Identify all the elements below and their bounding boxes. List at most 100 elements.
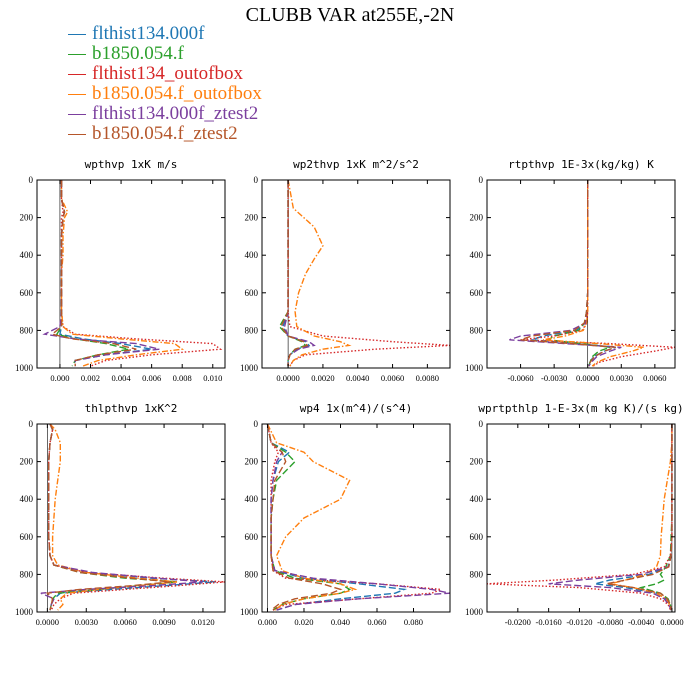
series-line [287, 180, 352, 367]
series-line [638, 424, 673, 611]
y-tick-label: 400 [245, 494, 259, 504]
series-line [266, 424, 408, 611]
x-tick-label: 0.0000 [660, 617, 683, 627]
y-tick-label: 600 [470, 288, 484, 298]
x-tick-label: 0.004 [112, 373, 132, 383]
plot-frame [486, 179, 676, 369]
x-tick-label: -0.0030 [541, 373, 567, 383]
x-tick-label: 0.0000 [276, 373, 299, 383]
chart-panel: wprtpthlp 1-E-3x(m kg K)/(s kg) 0 200 400 60… [465, 402, 684, 627]
legend-swatch [68, 133, 86, 135]
y-tick-label: 200 [20, 213, 34, 223]
y-tick-label: 200 [20, 457, 34, 467]
series-line [48, 424, 178, 611]
y-tick-label: 400 [470, 494, 484, 504]
series-line [48, 424, 225, 611]
x-tick-label: 0.040 [331, 617, 350, 627]
series-line [606, 424, 673, 611]
legend-swatch [68, 113, 86, 115]
y-tick-label: 0 [479, 175, 484, 185]
series-line [531, 180, 616, 367]
legend-entry: flthist134.000f [68, 24, 262, 44]
y-tick-label: 1000 [15, 363, 34, 373]
x-tick-label: 0.0060 [113, 617, 136, 627]
legend-entry: b1850.054.f [68, 44, 262, 64]
series-line [610, 424, 673, 611]
series-line [548, 424, 673, 611]
x-tick-label: -0.0160 [536, 617, 562, 627]
x-tick-label: 0.000 [258, 617, 277, 627]
y-tick-label: 600 [20, 288, 34, 298]
y-tick-label: 400 [245, 250, 259, 260]
legend-label: flthist134_outofbox [92, 63, 243, 84]
x-tick-label: 0.0030 [610, 373, 633, 383]
series-line [280, 180, 309, 367]
legend-label: b1850.054.f_outofbox [92, 83, 262, 104]
legend-label: flthist134.000f_ztest2 [92, 103, 259, 124]
legend-entry: flthist134.000f_ztest2 [68, 104, 262, 124]
x-tick-label: 0.0020 [311, 373, 334, 383]
y-tick-label: 600 [245, 288, 259, 298]
legend-swatch [68, 73, 86, 75]
y-tick-label: 200 [470, 213, 484, 223]
x-tick-label: -0.0060 [507, 373, 533, 383]
plot-frame [36, 179, 226, 369]
series-line [520, 180, 616, 367]
x-tick-label: 0.0120 [191, 617, 214, 627]
series-line [487, 424, 673, 611]
y-tick-label: 1000 [465, 363, 484, 373]
series-line [266, 424, 358, 611]
y-tick-label: 800 [470, 325, 484, 335]
series-line [266, 424, 352, 611]
legend-entry: b1850.054.f_ztest2 [68, 124, 262, 144]
series-line [60, 180, 223, 367]
x-tick-label: 0.0090 [152, 617, 175, 627]
plot-frame [261, 423, 451, 613]
y-tick-label: 200 [470, 457, 484, 467]
x-tick-label: 0.0040 [346, 373, 369, 383]
panel-title: wp2thvp 1xK m^2/s^2 [293, 158, 419, 171]
y-tick-label: 800 [470, 569, 484, 579]
series-line [60, 180, 185, 367]
y-tick-label: 800 [20, 325, 34, 335]
x-tick-label: 0.010 [203, 373, 222, 383]
x-tick-label: 0.0000 [576, 373, 599, 383]
x-tick-label: -0.0120 [566, 617, 592, 627]
panel-title: wpthvp 1xK m/s [85, 158, 178, 171]
x-tick-label: 0.0080 [416, 373, 439, 383]
series-line [287, 180, 450, 367]
x-tick-label: 0.000 [50, 373, 69, 383]
x-tick-label: 0.0060 [643, 373, 666, 383]
y-tick-label: 400 [20, 250, 34, 260]
x-tick-label: 0.002 [81, 373, 100, 383]
x-tick-label: 0.006 [142, 373, 161, 383]
y-tick-label: 200 [245, 213, 259, 223]
y-tick-label: 1000 [240, 363, 259, 373]
x-tick-label: 0.008 [173, 373, 192, 383]
chart-panel: wp2thvp 1xK m^2/s^2 0 200 400 600 800 1000 0.00… [240, 158, 451, 383]
series-line [509, 180, 622, 367]
series-line [546, 180, 611, 367]
series-line [266, 424, 343, 611]
y-tick-label: 800 [20, 569, 34, 579]
series-line [520, 180, 675, 367]
y-tick-label: 600 [20, 532, 34, 542]
series-line [50, 180, 137, 367]
y-tick-label: 400 [20, 494, 34, 504]
series-line [45, 424, 171, 611]
y-tick-label: 800 [245, 325, 259, 335]
x-tick-label: 0.0060 [381, 373, 404, 383]
x-tick-label: 0.080 [404, 617, 423, 627]
legend: flthist134.000f b1850.054.f flthist134_o… [68, 24, 262, 144]
y-tick-label: 0 [29, 419, 34, 429]
x-tick-label: 0.0030 [75, 617, 98, 627]
x-tick-label: 0.020 [294, 617, 313, 627]
x-tick-label: -0.0040 [628, 617, 654, 627]
y-tick-label: 400 [470, 250, 484, 260]
figure-title: CLUBB VAR at255E,-2N [245, 4, 455, 26]
y-tick-label: 0 [254, 175, 259, 185]
legend-label: b1850.054.f_ztest2 [92, 123, 238, 144]
y-tick-label: 0 [479, 419, 484, 429]
series-line [266, 424, 450, 611]
y-tick-label: 200 [245, 457, 259, 467]
